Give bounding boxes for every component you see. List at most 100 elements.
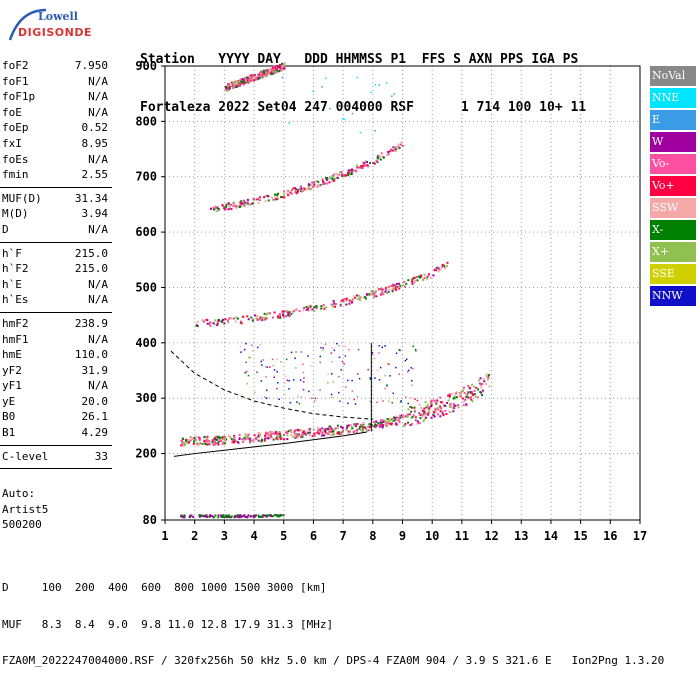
grid-dot bbox=[285, 397, 286, 399]
trace-point bbox=[388, 422, 391, 425]
grid-dot bbox=[431, 178, 433, 179]
grid-dot bbox=[194, 490, 196, 491]
grid-dot bbox=[431, 458, 433, 459]
trace-point bbox=[356, 423, 359, 426]
grid-dot bbox=[194, 282, 196, 283]
grid-dot bbox=[557, 176, 558, 178]
grid-dot bbox=[194, 366, 196, 367]
grid-dot bbox=[223, 182, 225, 183]
trace-point bbox=[477, 379, 480, 382]
grid-dot bbox=[550, 242, 552, 243]
trace-point bbox=[325, 177, 328, 180]
grid-dot bbox=[457, 120, 458, 122]
trace-point bbox=[270, 73, 273, 76]
grid-dot bbox=[372, 110, 374, 111]
grid-dot bbox=[194, 470, 196, 471]
grid-dot bbox=[342, 342, 344, 343]
grid-dot bbox=[520, 94, 522, 95]
grid-dot bbox=[520, 358, 522, 359]
trace-point bbox=[330, 303, 333, 306]
param-row: yF2 31.9 bbox=[0, 363, 112, 379]
grid-dot bbox=[609, 110, 611, 111]
grid-dot bbox=[312, 198, 314, 199]
trace-point bbox=[367, 165, 370, 168]
trace-point bbox=[283, 438, 286, 441]
trace-point bbox=[378, 423, 381, 426]
trace-point bbox=[362, 425, 365, 428]
grid-dot bbox=[213, 453, 214, 455]
trace-point bbox=[385, 425, 388, 428]
grid-dot bbox=[541, 342, 542, 344]
grid-dot bbox=[550, 194, 552, 195]
grid-dot bbox=[605, 286, 606, 288]
grid-dot bbox=[253, 150, 255, 151]
trace-point bbox=[296, 435, 299, 438]
trace-point bbox=[322, 180, 325, 183]
trace-point bbox=[397, 143, 400, 146]
grid-dot bbox=[433, 453, 434, 455]
grid-dot bbox=[491, 382, 493, 383]
trace-point bbox=[217, 443, 220, 446]
grid-dot bbox=[489, 397, 490, 399]
grid-dot bbox=[461, 350, 463, 351]
trace-point bbox=[208, 322, 211, 325]
trace-point bbox=[394, 149, 397, 152]
grid-dot bbox=[289, 397, 290, 399]
noise-point bbox=[338, 375, 340, 378]
legend-item: X+ bbox=[650, 242, 696, 262]
grid-dot bbox=[342, 98, 344, 99]
trace-point bbox=[184, 438, 187, 441]
grid-dot bbox=[177, 176, 178, 178]
grid-dot bbox=[431, 326, 433, 327]
trace-point bbox=[309, 431, 312, 434]
grid-dot bbox=[433, 397, 434, 399]
trace-point bbox=[215, 442, 218, 445]
param-value: 7.950 bbox=[74, 59, 108, 72]
trace-point bbox=[244, 79, 247, 82]
grid-dot bbox=[372, 382, 374, 383]
grid-dot bbox=[491, 450, 493, 451]
grid-dot bbox=[402, 514, 403, 515]
grid-dot bbox=[169, 176, 170, 178]
grid-dot bbox=[580, 78, 582, 79]
trace-point bbox=[192, 442, 195, 445]
noise-point bbox=[264, 365, 267, 368]
grid-dot bbox=[283, 442, 285, 443]
grid-dot bbox=[372, 378, 374, 379]
grid-dot bbox=[223, 262, 225, 263]
trace-point bbox=[390, 418, 393, 421]
trace-point bbox=[235, 316, 238, 319]
grid-dot bbox=[453, 342, 454, 344]
grid-dot bbox=[185, 120, 186, 122]
grid-dot bbox=[372, 330, 374, 331]
grid-dot bbox=[223, 222, 225, 223]
grid-dot bbox=[313, 342, 314, 344]
grid-dot bbox=[609, 98, 611, 99]
trace-point bbox=[412, 280, 415, 283]
trace-point bbox=[347, 173, 350, 176]
trace-point bbox=[268, 431, 271, 434]
noise-point bbox=[284, 393, 286, 396]
grid-dot bbox=[431, 282, 433, 283]
grid-dot bbox=[457, 231, 458, 233]
grid-dot bbox=[609, 166, 611, 167]
grid-dot bbox=[461, 258, 463, 259]
noise-point bbox=[245, 342, 247, 345]
grid-dot bbox=[342, 266, 344, 267]
noise-point bbox=[239, 345, 242, 348]
grid-dot bbox=[609, 182, 611, 183]
x-tick-label: 14 bbox=[544, 529, 558, 543]
grid-dot bbox=[545, 342, 546, 344]
grid-dot bbox=[461, 162, 463, 163]
grid-dot bbox=[223, 518, 225, 519]
grid-dot bbox=[223, 234, 225, 235]
grid-dot bbox=[223, 510, 225, 511]
grid-dot bbox=[229, 176, 230, 178]
grid-dot bbox=[437, 342, 438, 344]
grid-dot bbox=[283, 206, 285, 207]
trace-point bbox=[336, 431, 339, 434]
grid-dot bbox=[580, 282, 582, 283]
grid-dot bbox=[580, 426, 582, 427]
grid-dot bbox=[312, 154, 314, 155]
grid-dot bbox=[609, 346, 611, 347]
